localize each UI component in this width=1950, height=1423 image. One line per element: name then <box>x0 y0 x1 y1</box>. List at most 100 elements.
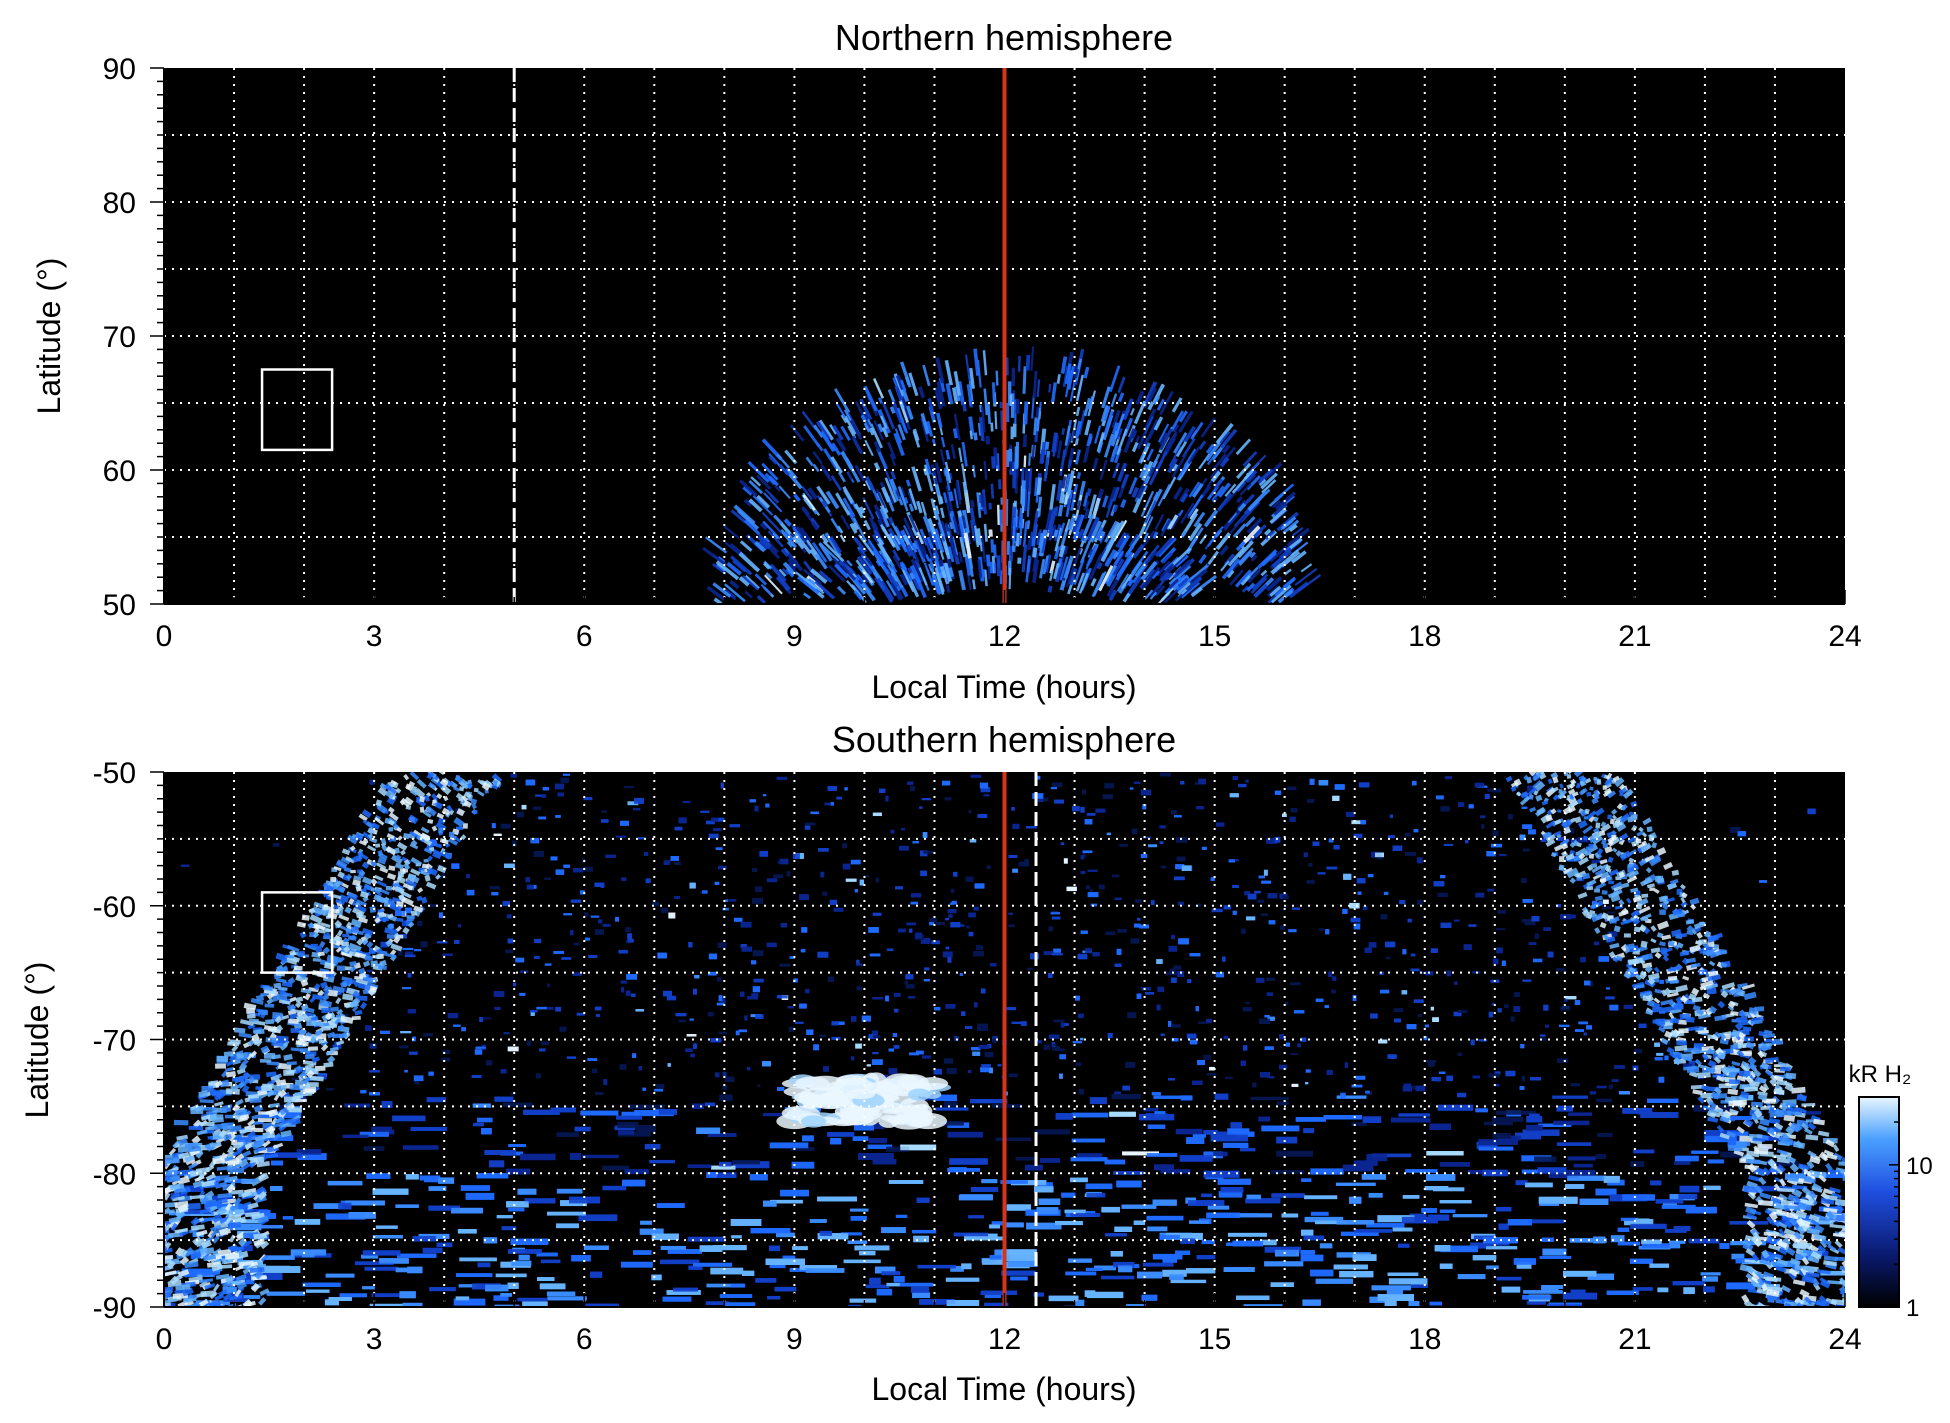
emission-pixel <box>733 1161 770 1169</box>
emission-pixel <box>585 1303 619 1307</box>
emission-pixel <box>534 938 542 944</box>
emission-pixel <box>868 1034 878 1039</box>
emission-pixel <box>854 1245 890 1251</box>
emission-pixel <box>1058 1048 1065 1052</box>
emission-streak <box>840 425 851 441</box>
emission-pixel <box>1146 1215 1184 1221</box>
emission-streak <box>889 453 897 467</box>
emission-streak <box>732 559 747 573</box>
emission-streak <box>853 589 863 601</box>
emission-streak <box>1109 365 1121 393</box>
emission-streak <box>1087 494 1097 519</box>
emission-streak <box>1236 462 1252 480</box>
x-tick-label: 18 <box>1408 620 1441 653</box>
emission-streak <box>875 560 881 567</box>
emission-streak <box>1180 492 1189 503</box>
emission-streak <box>882 553 891 565</box>
emission-pixel <box>1540 1034 1546 1037</box>
emission-streak <box>1171 453 1187 479</box>
emission-streak <box>1110 393 1118 408</box>
emission-pixel <box>984 1051 994 1058</box>
emission-pixel <box>711 817 719 822</box>
emission-streak <box>911 545 918 554</box>
emission-pixel <box>644 1143 661 1150</box>
emission-streak <box>1139 463 1149 479</box>
emission-streak <box>980 494 985 508</box>
emission-pixel <box>1659 979 1664 984</box>
emission-streak <box>935 505 940 515</box>
emission-pixel <box>426 1097 446 1103</box>
emission-pixel <box>1669 1240 1686 1244</box>
emission-pixel <box>1147 1226 1168 1232</box>
emission-streak <box>910 564 922 584</box>
emission-pixel <box>981 1179 998 1184</box>
emission-streak <box>1261 479 1277 494</box>
emission-streak <box>1159 432 1169 446</box>
emission-pixel <box>1145 991 1154 995</box>
emission-streak <box>1122 592 1131 603</box>
emission-pixel <box>678 1019 686 1023</box>
emission-pixel <box>770 1199 803 1204</box>
emission-streak <box>761 462 779 481</box>
emission-pixel <box>1227 1128 1250 1135</box>
emission-pixel <box>1180 1095 1193 1101</box>
emission-streak <box>1099 459 1108 481</box>
emission-streak <box>996 504 1000 526</box>
emission-streak <box>1260 472 1278 490</box>
emission-streak <box>951 387 958 404</box>
emission-pixel <box>916 1197 930 1203</box>
emission-streak <box>793 493 801 502</box>
emission-pixel <box>1071 1112 1109 1118</box>
emission-streak <box>842 497 856 518</box>
emission-streak <box>812 463 820 473</box>
emission-streak <box>1053 545 1061 560</box>
emission-pixel <box>1364 947 1372 953</box>
emission-pixel <box>1010 1180 1047 1186</box>
emission-pixel <box>1491 1117 1524 1122</box>
emission-streak <box>1143 532 1149 541</box>
emission-pixel <box>1254 890 1261 894</box>
emission-pixel <box>1633 1149 1655 1154</box>
emission-streak <box>1116 551 1134 577</box>
emission-pixel <box>540 1259 561 1264</box>
emission-streak <box>976 528 982 546</box>
emission-streak <box>1154 535 1176 558</box>
emission-streak <box>1177 577 1189 588</box>
emission-streak <box>906 538 914 547</box>
emission-pixel <box>1665 1229 1687 1233</box>
emission-pixel <box>1556 1142 1592 1146</box>
emission-pixel <box>1568 1112 1592 1116</box>
emission-pixel <box>615 835 627 838</box>
emission-pixel <box>505 1168 531 1175</box>
emission-pixel <box>489 1160 505 1168</box>
emission-pixel <box>1151 1092 1161 1096</box>
emission-pixel <box>371 1126 392 1134</box>
emission-streak <box>977 559 983 578</box>
emission-streak <box>965 354 971 382</box>
emission-pixel <box>713 1245 747 1251</box>
emission-pixel <box>1570 914 1576 919</box>
emission-streak <box>1151 570 1160 580</box>
emission-pixel <box>1168 1020 1172 1027</box>
emission-streak <box>1143 516 1154 534</box>
emission-pixel <box>1609 1004 1619 1011</box>
emission-pixel <box>1290 1052 1299 1055</box>
emission-streak <box>1071 514 1082 534</box>
emission-streak <box>1164 572 1174 581</box>
emission-streak <box>889 478 898 493</box>
emission-pixel <box>496 1215 513 1219</box>
emission-streak <box>945 449 951 460</box>
emission-streak <box>902 524 912 539</box>
emission-pixel <box>605 854 616 858</box>
emission-streak <box>978 416 985 442</box>
emission-streak <box>1032 510 1039 538</box>
emission-pixel <box>1410 1284 1428 1288</box>
emission-pixel <box>710 1267 744 1275</box>
emission-streak <box>1064 473 1071 493</box>
emission-pixel <box>717 942 727 948</box>
emission-streak <box>1172 463 1179 472</box>
emission-streak <box>1286 527 1311 548</box>
emission-streak <box>1162 476 1177 500</box>
emission-pixel <box>1835 1304 1845 1307</box>
emission-pixel <box>867 1144 893 1149</box>
